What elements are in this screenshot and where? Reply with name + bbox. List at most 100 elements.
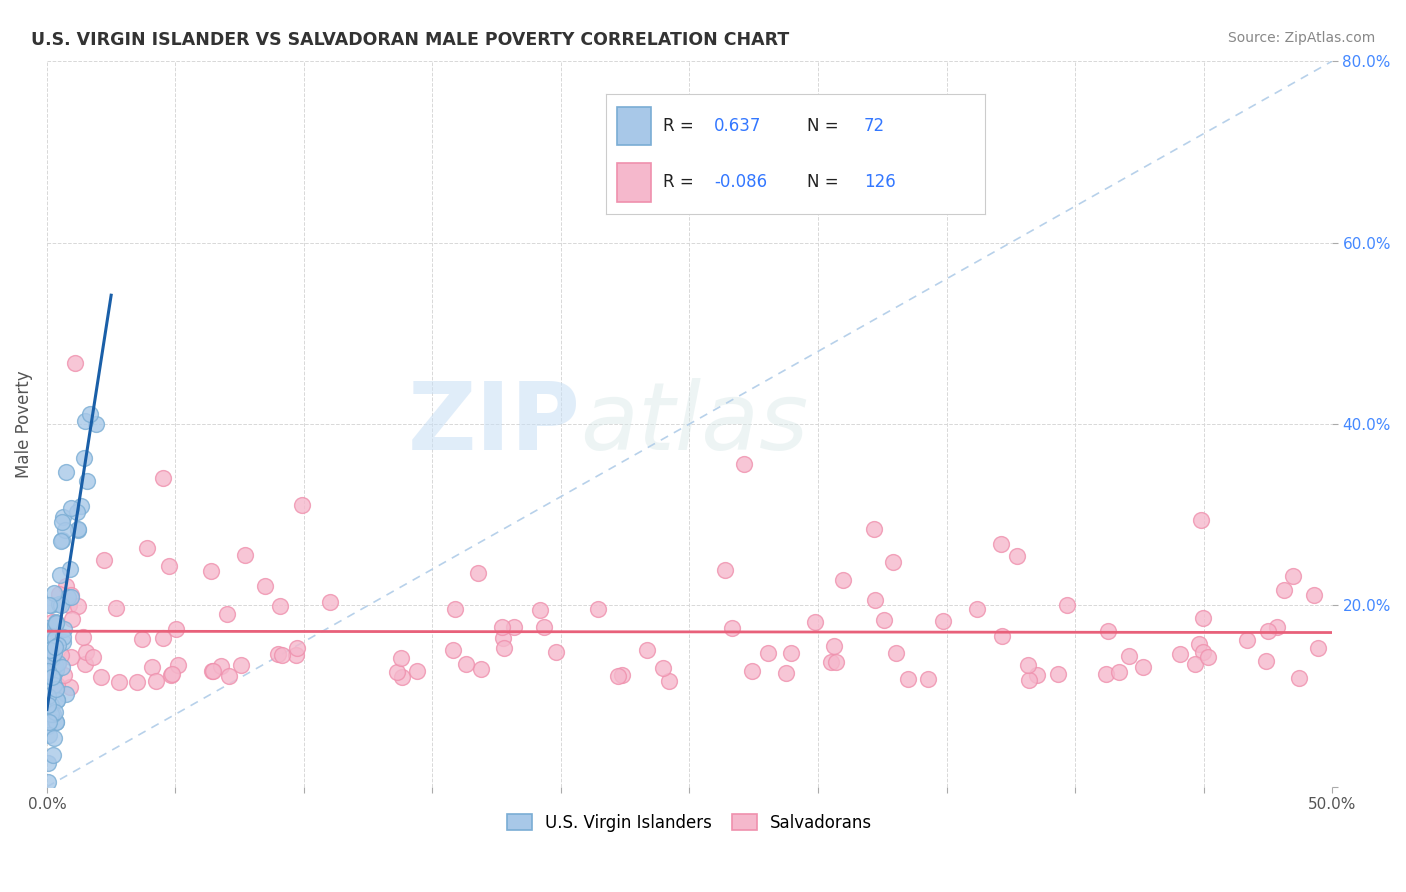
Point (529, 603, 551, 617)
Point (714, 563, 737, 577)
Point (966, 602, 988, 616)
Point (1265, 620, 1288, 634)
Point (70, 500, 93, 514)
Point (75, 414, 97, 428)
Point (823, 639, 845, 653)
Point (42, 678, 65, 692)
Point (1192, 610, 1215, 624)
Point (832, 573, 855, 587)
Point (46, 692, 69, 706)
Point (1017, 658, 1039, 673)
Point (803, 615, 825, 629)
Point (269, 599, 291, 613)
Point (48, 587, 70, 601)
Point (780, 646, 803, 660)
Point (55, 465, 77, 479)
Point (82, 650, 104, 665)
Point (385, 665, 408, 680)
Point (45, 692, 67, 706)
Point (107, 674, 129, 689)
Point (46, 657, 69, 671)
Point (658, 674, 681, 689)
Point (37, 698, 59, 712)
Point (882, 555, 904, 569)
Point (1095, 667, 1118, 681)
Point (41, 670, 63, 684)
Point (201, 664, 224, 678)
Point (607, 669, 630, 683)
Point (612, 667, 634, 681)
Point (42, 646, 65, 660)
Point (84, 417, 107, 431)
Point (51, 533, 73, 547)
Point (1188, 637, 1211, 651)
Point (209, 658, 232, 673)
Point (503, 620, 526, 634)
Point (90, 670, 112, 684)
Point (60, 612, 83, 626)
Point (45, 637, 67, 651)
Point (733, 457, 755, 471)
Text: Source: ZipAtlas.com: Source: ZipAtlas.com (1227, 31, 1375, 45)
Point (41, 651, 63, 665)
Point (52, 667, 75, 681)
Point (41, 629, 63, 643)
Point (58, 599, 80, 613)
Point (45, 715, 67, 730)
Point (52, 634, 75, 648)
Point (1046, 667, 1069, 681)
Point (73, 657, 96, 672)
Point (51, 515, 73, 529)
Point (38, 715, 60, 730)
Point (60, 588, 83, 602)
Point (48, 638, 70, 652)
Point (104, 601, 127, 615)
Point (863, 522, 886, 536)
Point (127, 674, 149, 689)
Point (39, 663, 62, 677)
Point (39, 670, 62, 684)
Point (53, 622, 76, 636)
Point (49, 567, 72, 582)
Point (741, 664, 763, 678)
Point (41, 651, 63, 665)
Point (37, 756, 59, 771)
Point (820, 656, 842, 670)
Point (775, 665, 797, 680)
Point (52, 509, 75, 524)
Point (44, 631, 66, 645)
Point (44, 658, 66, 673)
Point (285, 641, 308, 656)
Point (470, 662, 492, 676)
Point (863, 593, 886, 607)
Point (1191, 513, 1213, 527)
Point (454, 657, 477, 672)
Point (42, 586, 65, 600)
Point (1108, 665, 1130, 679)
Point (389, 651, 412, 665)
Point (756, 646, 779, 660)
Point (1288, 671, 1310, 685)
Point (56, 590, 79, 604)
Point (66, 599, 89, 613)
Point (52, 630, 75, 644)
Point (391, 670, 413, 684)
Point (932, 614, 955, 628)
Text: ZIP: ZIP (408, 378, 581, 470)
Point (42, 731, 65, 745)
Point (1274, 582, 1296, 597)
Point (1306, 640, 1329, 655)
Point (72, 630, 94, 644)
Point (45, 615, 67, 630)
Point (152, 471, 174, 485)
Y-axis label: Male Poverty: Male Poverty (15, 370, 32, 478)
Point (42, 662, 65, 676)
Point (55, 579, 77, 593)
Point (291, 498, 314, 512)
Point (59, 562, 82, 576)
Point (1257, 624, 1279, 639)
Point (160, 668, 183, 682)
Point (825, 656, 848, 670)
Point (651, 661, 673, 675)
Point (42, 747, 65, 762)
